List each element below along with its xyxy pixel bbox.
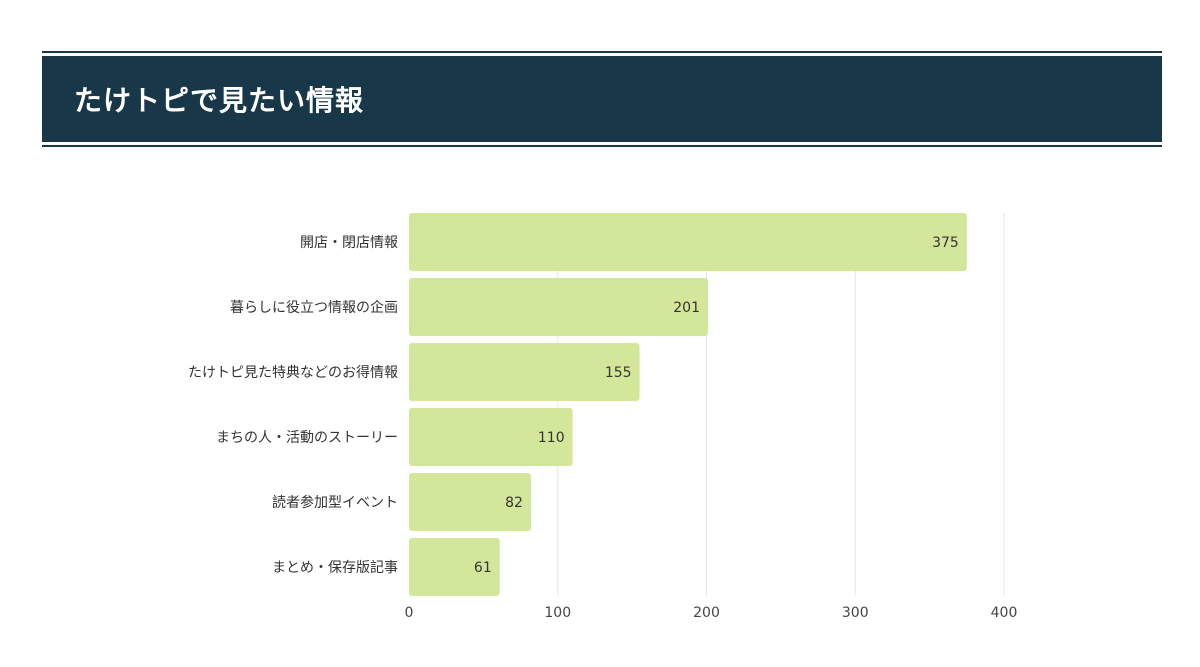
section-header: たけトピで見たい情報 — [42, 51, 1162, 147]
bar — [409, 213, 967, 271]
bar-value-label: 61 — [474, 560, 492, 576]
bars: 375 201 155 110 82 61 — [409, 213, 967, 596]
x-axis-ticks: 0 100 200 300 400 — [405, 605, 1018, 621]
category-label: まとめ・保存版記事 — [272, 559, 398, 576]
bar-value-label: 82 — [505, 495, 523, 511]
bar — [409, 538, 500, 596]
section-header-band: たけトピで見たい情報 — [42, 56, 1162, 142]
category-label: まちの人・活動のストーリー — [216, 430, 398, 446]
x-tick-label: 100 — [544, 605, 571, 621]
bar — [409, 278, 708, 336]
x-tick-label: 200 — [693, 605, 720, 621]
bar-value-label: 110 — [538, 430, 565, 446]
category-label: たけトピ見た特典などのお得情報 — [188, 364, 398, 381]
category-label: 開店・閉店情報 — [300, 235, 398, 251]
category-labels: 開店・閉店情報暮らしに役立つ情報の企画たけトピ見た特典などのお得情報まちの人・活… — [188, 235, 398, 576]
page-title: たけトピで見たい情報 — [74, 84, 365, 117]
category-label: 暮らしに役立つ情報の企画 — [230, 299, 398, 316]
bar — [409, 343, 640, 401]
bar-value-label: 201 — [673, 300, 700, 316]
bar — [409, 408, 573, 466]
category-label: 読者参加型イベント — [272, 494, 398, 511]
x-tick-label: 0 — [405, 605, 414, 621]
grid-lines — [557, 213, 1005, 596]
bar-value-label: 375 — [932, 235, 959, 251]
x-tick-label: 300 — [842, 605, 869, 621]
bar-value-label: 155 — [605, 365, 632, 381]
x-tick-label: 400 — [991, 605, 1018, 621]
bar — [409, 473, 531, 531]
